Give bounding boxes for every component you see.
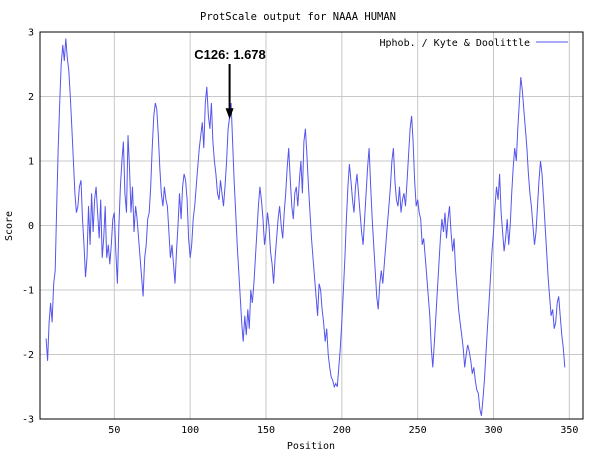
series-line (45, 38, 566, 416)
chart-title: ProtScale output for NAAA HUMAN (200, 11, 396, 23)
y-tick-label: -3 (22, 415, 34, 426)
y-tick-label: 0 (28, 221, 34, 232)
y-axis-ticks: -3 -2 -1 0 1 2 3 (22, 28, 34, 426)
y-tick-label: 1 (28, 157, 34, 168)
x-tick-label: 350 (560, 425, 578, 436)
y-tick-label: -1 (22, 286, 34, 297)
x-axis-ticks: 50 100 150 200 250 300 350 (108, 425, 578, 436)
annotation-label: C126: 1.678 (194, 47, 266, 62)
x-tick-label: 250 (409, 425, 427, 436)
y-axis-label: Score (4, 211, 15, 241)
x-tick-label: 50 (108, 425, 120, 436)
y-tick-label: -2 (22, 350, 34, 361)
x-tick-label: 100 (181, 425, 199, 436)
x-tick-label: 300 (484, 425, 502, 436)
annotation-arrow-head (225, 108, 234, 120)
grid (40, 32, 583, 419)
x-tick-label: 200 (333, 425, 351, 436)
x-tick-label: 150 (257, 425, 275, 436)
y-tick-label: 3 (28, 28, 34, 39)
annotation: C126: 1.678 (194, 47, 266, 120)
series-layer (45, 38, 566, 416)
legend: Hphob. / Kyte & Doolittle (379, 38, 568, 49)
plot-frame (39, 31, 584, 420)
x-axis-label: Position (287, 441, 335, 452)
y-tick-label: 2 (28, 92, 34, 103)
legend-entry-label: Hphob. / Kyte & Doolittle (379, 38, 530, 49)
